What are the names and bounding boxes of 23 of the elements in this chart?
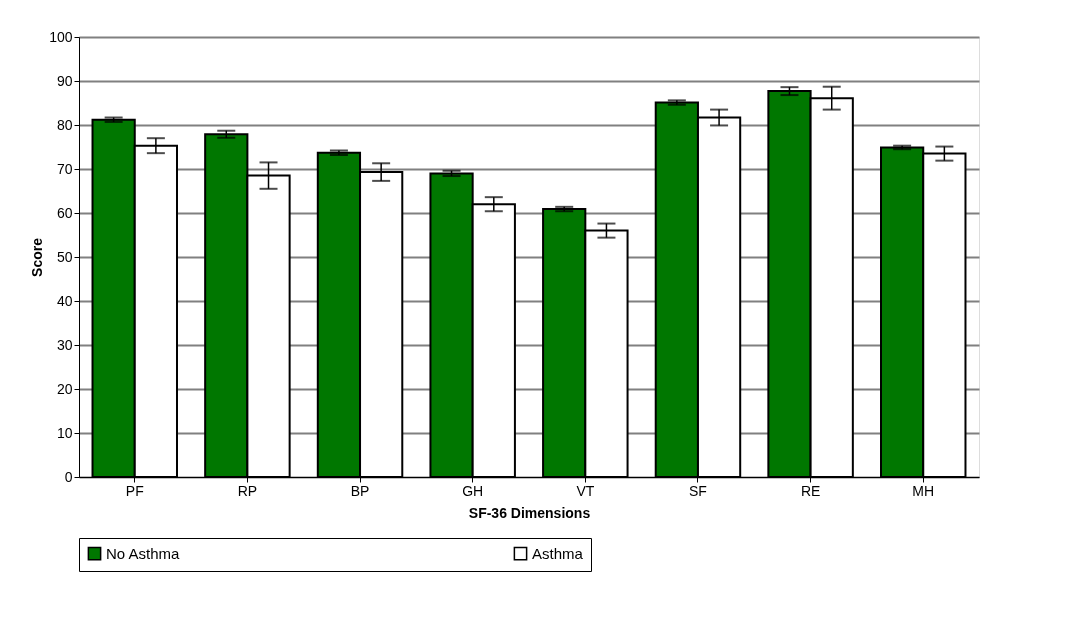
y-tick-label: 70 [56,160,73,177]
y-tick-label: 60 [56,204,73,221]
y-tick-label: 50 [56,248,73,265]
y-axis-title: Score [29,237,46,277]
y-tick-label: 100 [49,28,73,45]
legend-label: Asthma [532,544,584,562]
x-tick-label: RP [237,482,258,499]
x-axis-title: SF-36 Dimensions [468,504,591,521]
y-tick-label: 40 [56,292,73,309]
x-tick-label: MH [912,482,935,499]
x-tick-label: RE [800,482,821,499]
x-tick-label: VT [576,482,595,499]
legend-label: No Asthma [106,544,181,562]
x-tick-label: PF [125,482,144,499]
y-tick-label: 80 [56,116,73,133]
y-tick-label: 90 [56,72,73,89]
y-tick-label: 20 [56,380,73,397]
y-tick-label: 30 [56,336,73,353]
x-tick-label: BP [350,482,370,499]
x-tick-label: SF [689,482,707,499]
x-tick-label: GH [462,482,484,499]
y-tick-label: 0 [64,468,73,485]
y-tick-label: 10 [56,424,73,441]
